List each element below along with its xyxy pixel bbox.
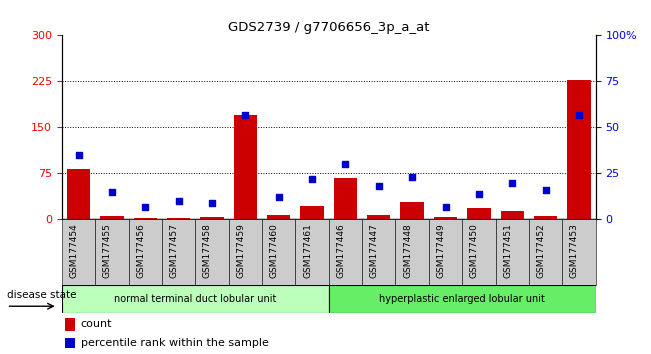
Text: disease state: disease state bbox=[7, 290, 76, 300]
Bar bbox=[562, 219, 596, 285]
Bar bbox=[195, 219, 229, 285]
Bar bbox=[133, 218, 157, 219]
Bar bbox=[462, 219, 495, 285]
Point bbox=[407, 174, 417, 180]
Text: GSM177461: GSM177461 bbox=[303, 223, 312, 278]
Bar bbox=[501, 211, 524, 219]
Point bbox=[140, 204, 150, 210]
Point bbox=[574, 112, 584, 118]
Point bbox=[173, 198, 184, 204]
Bar bbox=[67, 169, 90, 219]
Bar bbox=[329, 219, 362, 285]
Text: GSM177450: GSM177450 bbox=[470, 223, 479, 278]
Bar bbox=[300, 206, 324, 219]
Bar bbox=[534, 216, 557, 219]
Text: GSM177455: GSM177455 bbox=[103, 223, 112, 278]
Bar bbox=[329, 285, 596, 313]
Bar bbox=[434, 217, 457, 219]
Bar bbox=[62, 219, 95, 285]
Text: GSM177452: GSM177452 bbox=[536, 223, 546, 278]
Text: GSM177447: GSM177447 bbox=[370, 223, 379, 278]
Text: GSM177446: GSM177446 bbox=[337, 223, 346, 278]
Bar bbox=[400, 202, 424, 219]
Bar bbox=[362, 219, 396, 285]
Bar bbox=[396, 219, 429, 285]
Bar bbox=[529, 219, 562, 285]
Bar bbox=[367, 215, 391, 219]
Point bbox=[507, 180, 518, 185]
Text: GSM177457: GSM177457 bbox=[170, 223, 178, 278]
Bar bbox=[201, 217, 224, 219]
Text: GSM177449: GSM177449 bbox=[437, 223, 445, 278]
Bar bbox=[229, 219, 262, 285]
Text: GSM177458: GSM177458 bbox=[203, 223, 212, 278]
Bar bbox=[64, 338, 76, 348]
Bar bbox=[567, 80, 590, 219]
Title: GDS2739 / g7706656_3p_a_at: GDS2739 / g7706656_3p_a_at bbox=[228, 21, 430, 34]
Text: GSM177459: GSM177459 bbox=[236, 223, 245, 278]
Point bbox=[273, 195, 284, 200]
Bar bbox=[234, 115, 257, 219]
Text: hyperplastic enlarged lobular unit: hyperplastic enlarged lobular unit bbox=[380, 294, 545, 304]
Bar bbox=[62, 285, 329, 313]
Text: GSM177456: GSM177456 bbox=[136, 223, 145, 278]
Bar bbox=[162, 219, 195, 285]
Point bbox=[307, 176, 317, 182]
Point bbox=[107, 189, 117, 195]
Point bbox=[340, 161, 351, 167]
Bar bbox=[64, 318, 76, 331]
Point bbox=[207, 200, 217, 206]
Bar bbox=[296, 219, 329, 285]
Point bbox=[474, 191, 484, 196]
Bar bbox=[467, 209, 491, 219]
Point bbox=[540, 187, 551, 193]
Bar bbox=[167, 218, 190, 219]
Text: GSM177448: GSM177448 bbox=[403, 223, 412, 278]
Bar bbox=[334, 178, 357, 219]
Bar bbox=[128, 219, 162, 285]
Bar bbox=[429, 219, 462, 285]
Text: percentile rank within the sample: percentile rank within the sample bbox=[81, 338, 268, 348]
Bar bbox=[262, 219, 296, 285]
Text: normal terminal duct lobular unit: normal terminal duct lobular unit bbox=[114, 294, 277, 304]
Text: GSM177460: GSM177460 bbox=[270, 223, 279, 278]
Text: GSM177453: GSM177453 bbox=[570, 223, 579, 278]
Point bbox=[240, 112, 251, 118]
Point bbox=[440, 204, 450, 210]
Point bbox=[374, 183, 384, 189]
Bar bbox=[100, 216, 124, 219]
Bar bbox=[95, 219, 129, 285]
Bar bbox=[267, 215, 290, 219]
Bar bbox=[495, 219, 529, 285]
Text: GSM177451: GSM177451 bbox=[503, 223, 512, 278]
Text: count: count bbox=[81, 319, 112, 329]
Point bbox=[74, 152, 84, 158]
Text: GSM177454: GSM177454 bbox=[70, 223, 79, 278]
